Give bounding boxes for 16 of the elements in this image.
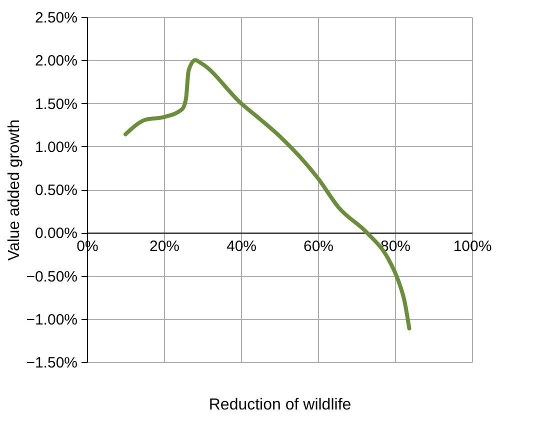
y-tick-label: −1.00% <box>26 311 78 328</box>
y-tick-label: 0.50% <box>34 182 78 199</box>
x-tick-label: 100% <box>453 238 492 256</box>
x-tick-label: 20% <box>149 238 180 256</box>
y-tick-label: 2.00% <box>34 52 78 70</box>
x-tick-label: 40% <box>226 238 257 256</box>
x-tick-label: 60% <box>303 238 334 256</box>
y-axis-title: Value added growth <box>6 119 24 261</box>
x-axis-title: Reduction of wildlife <box>208 396 352 414</box>
line-series <box>124 58 412 330</box>
y-tick-label: −1.50% <box>26 354 78 372</box>
y-tick-label: −0.50% <box>26 268 78 286</box>
y-tick-label: 1.00% <box>34 138 78 156</box>
y-tick-label: 2.50% <box>34 10 78 26</box>
y-tick-label: 1.50% <box>34 96 78 113</box>
y-tick-label: 0.00% <box>34 225 78 242</box>
